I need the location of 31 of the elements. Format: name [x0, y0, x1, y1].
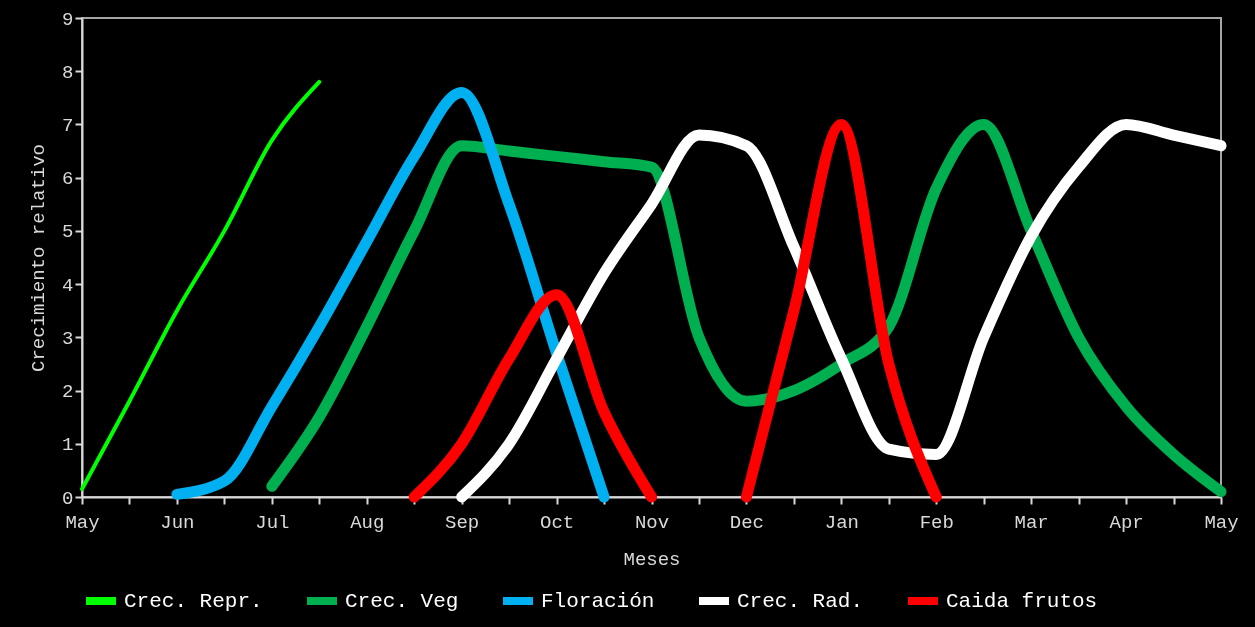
y-tick-label: 1 [62, 434, 74, 457]
y-tick-label: 3 [62, 327, 74, 350]
y-tick-label: 9 [62, 8, 74, 31]
x-tick-label: May [1204, 511, 1239, 534]
y-tick-label: 6 [62, 168, 74, 191]
x-tick-label: Mar [1014, 511, 1049, 534]
x-tick-label: Dec [729, 511, 765, 534]
x-tick-label: May [65, 511, 100, 534]
x-tick-label: Apr [1109, 511, 1144, 534]
legend-label: Caida frutos [946, 590, 1098, 613]
y-tick-label: 8 [62, 61, 74, 84]
legend-label: Floración [541, 590, 655, 613]
x-axis-title: Meses [623, 548, 681, 571]
y-tick-label: 4 [62, 274, 74, 297]
x-tick-label: Jun [160, 511, 195, 534]
y-tick-label: 0 [62, 487, 74, 510]
y-tick-label: 7 [62, 114, 74, 137]
x-tick-label: Jan [824, 511, 859, 534]
x-tick-label: Nov [634, 511, 670, 534]
y-tick-label: 5 [62, 221, 74, 244]
line-series [80, 79, 322, 492]
x-tick-label: Jul [255, 511, 290, 534]
y-axis-title: Crecimiento relativo [28, 143, 51, 373]
x-tick-label: Oct [539, 511, 575, 534]
x-tick-label: Aug [350, 511, 385, 534]
x-tick-label: Sep [445, 511, 480, 534]
y-tick-label: 2 [62, 381, 74, 404]
legend-label: Crec. Repr. [124, 590, 263, 613]
legend-label: Crec. Veg [345, 590, 459, 613]
x-tick-label: Feb [919, 511, 954, 534]
legend-label: Crec. Rad. [737, 590, 864, 613]
